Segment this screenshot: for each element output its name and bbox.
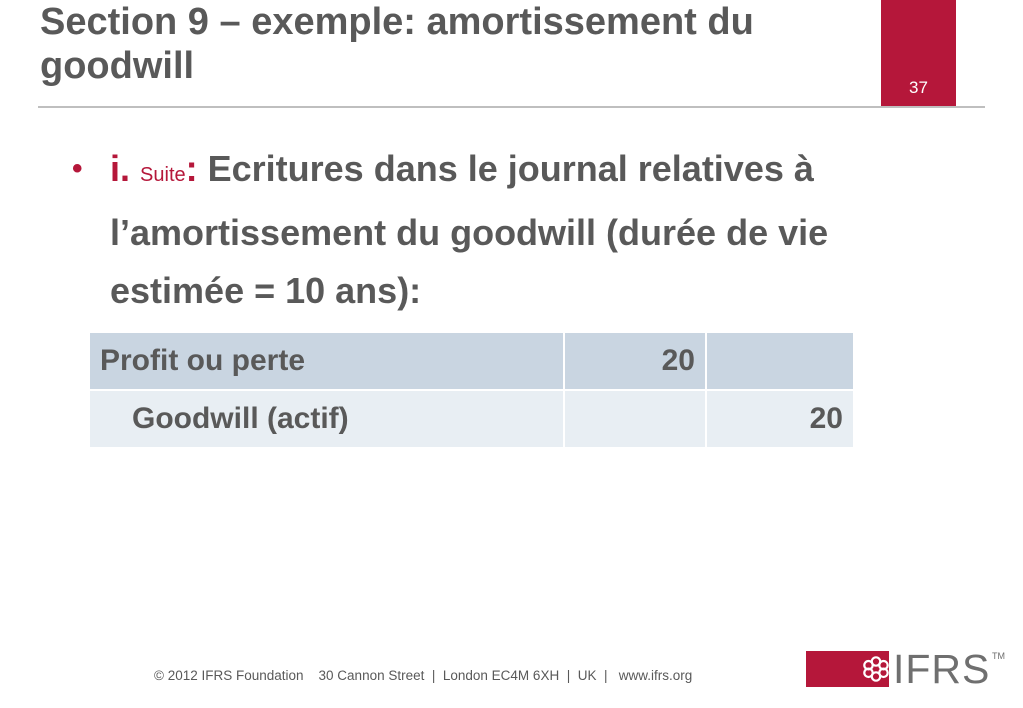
flower-icon [863,656,889,682]
debit-cell [563,389,707,449]
suite-label: Suite [140,164,186,186]
slide-title: Section 9 – exemple: amortissement du go… [40,1,754,87]
title-divider [38,106,985,108]
footer-text: © 2012 IFRS Foundation 30 Cannon Street … [154,668,693,683]
credit-cell: 20 [705,389,855,449]
credit-cell [705,331,855,391]
journal-entry-table: Profit ou perte 20 Goodwill (actif) 20 [88,331,855,449]
account-cell: Profit ou perte [88,331,565,391]
bullet-text: i. Suite: Ecritures dans le journal rela… [110,140,962,320]
table-row: Profit ou perte 20 [88,331,855,391]
page-number: 37 [909,78,928,97]
logo-trademark: TM [992,651,1005,661]
bullet-body: Ecritures dans le journal relatives à l’… [110,148,829,311]
item-index: i. [110,148,131,189]
bullet-marker: • [72,152,83,185]
bullet-separator: : [185,148,198,189]
account-cell: Goodwill (actif) [88,389,565,449]
ifrs-logo: IFRS TM [806,647,1006,691]
table-row: Goodwill (actif) 20 [88,389,855,449]
page-number-tab: 37 [881,0,956,106]
debit-cell: 20 [563,331,707,391]
bullet-item: • i. Suite: Ecritures dans le journal re… [72,140,962,320]
logo-text: IFRS [893,646,991,692]
